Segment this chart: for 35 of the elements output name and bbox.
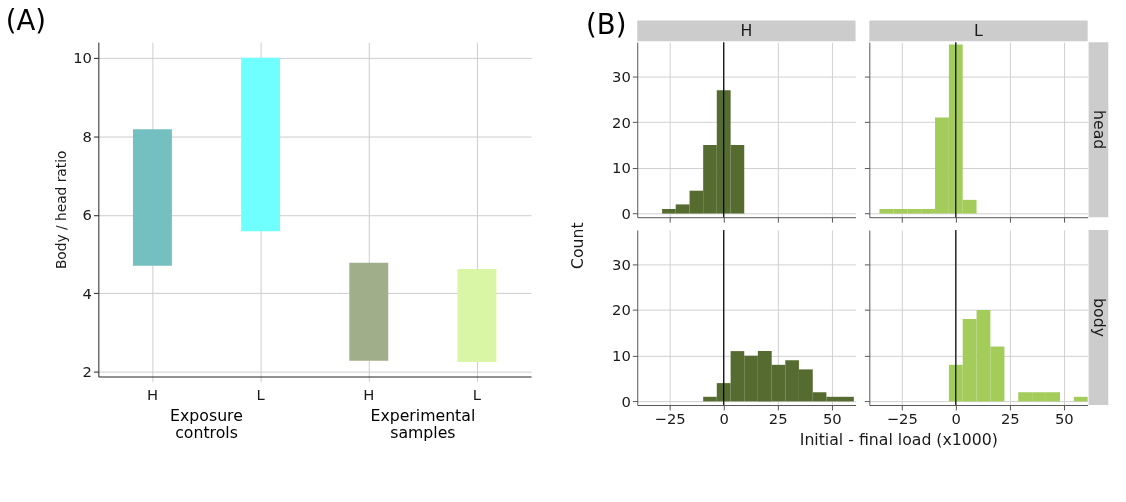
x-tick-label: 0 (719, 410, 729, 428)
x-tick-label: 25 (768, 410, 788, 428)
chart-title: (B) (586, 8, 627, 41)
y-tick-label: 0 (621, 204, 631, 222)
x-tick-label: L (472, 385, 482, 403)
y-tick-label: 4 (82, 284, 92, 302)
chart-title: (A) (5, 4, 47, 37)
y-tick-label: 6 (82, 206, 92, 224)
y-tick-label: 30 (612, 67, 631, 85)
y2-axis-title: head (1089, 110, 1109, 150)
y-tick-label: 10 (612, 347, 631, 365)
x-tick-label: L (256, 385, 266, 403)
chart-subtitle: H (740, 21, 753, 41)
y-tick-label: 2 (82, 363, 92, 381)
y-tick-label: 10 (73, 49, 92, 67)
x-tick-label: 25 (1000, 410, 1020, 428)
text: Experimental samples (370, 405, 476, 443)
y-tick-label: 20 (612, 113, 631, 131)
y2-axis-title: body (1089, 298, 1109, 337)
y-tick-label: 8 (82, 127, 92, 145)
x-axis-title: Initial - final load (x1000) (799, 430, 998, 450)
text: Exposure controls (170, 405, 243, 443)
x-tick-label: 50 (1054, 410, 1074, 428)
y-tick-label: 10 (612, 159, 631, 177)
x-tick-label: −25 (654, 410, 686, 428)
y-tick-label: 20 (612, 301, 631, 319)
x-tick-label: H (146, 385, 158, 403)
x-tick-label: −25 (886, 410, 918, 428)
chart-subtitle: L (974, 21, 984, 41)
y-tick-label: 30 (612, 255, 631, 273)
x-tick-label: 0 (951, 410, 961, 428)
y-axis-title: Count (568, 222, 588, 270)
x-tick-label: 50 (822, 410, 842, 428)
x-tick-label: H (363, 385, 375, 403)
y-axis-title: Body / head ratio (53, 150, 70, 270)
